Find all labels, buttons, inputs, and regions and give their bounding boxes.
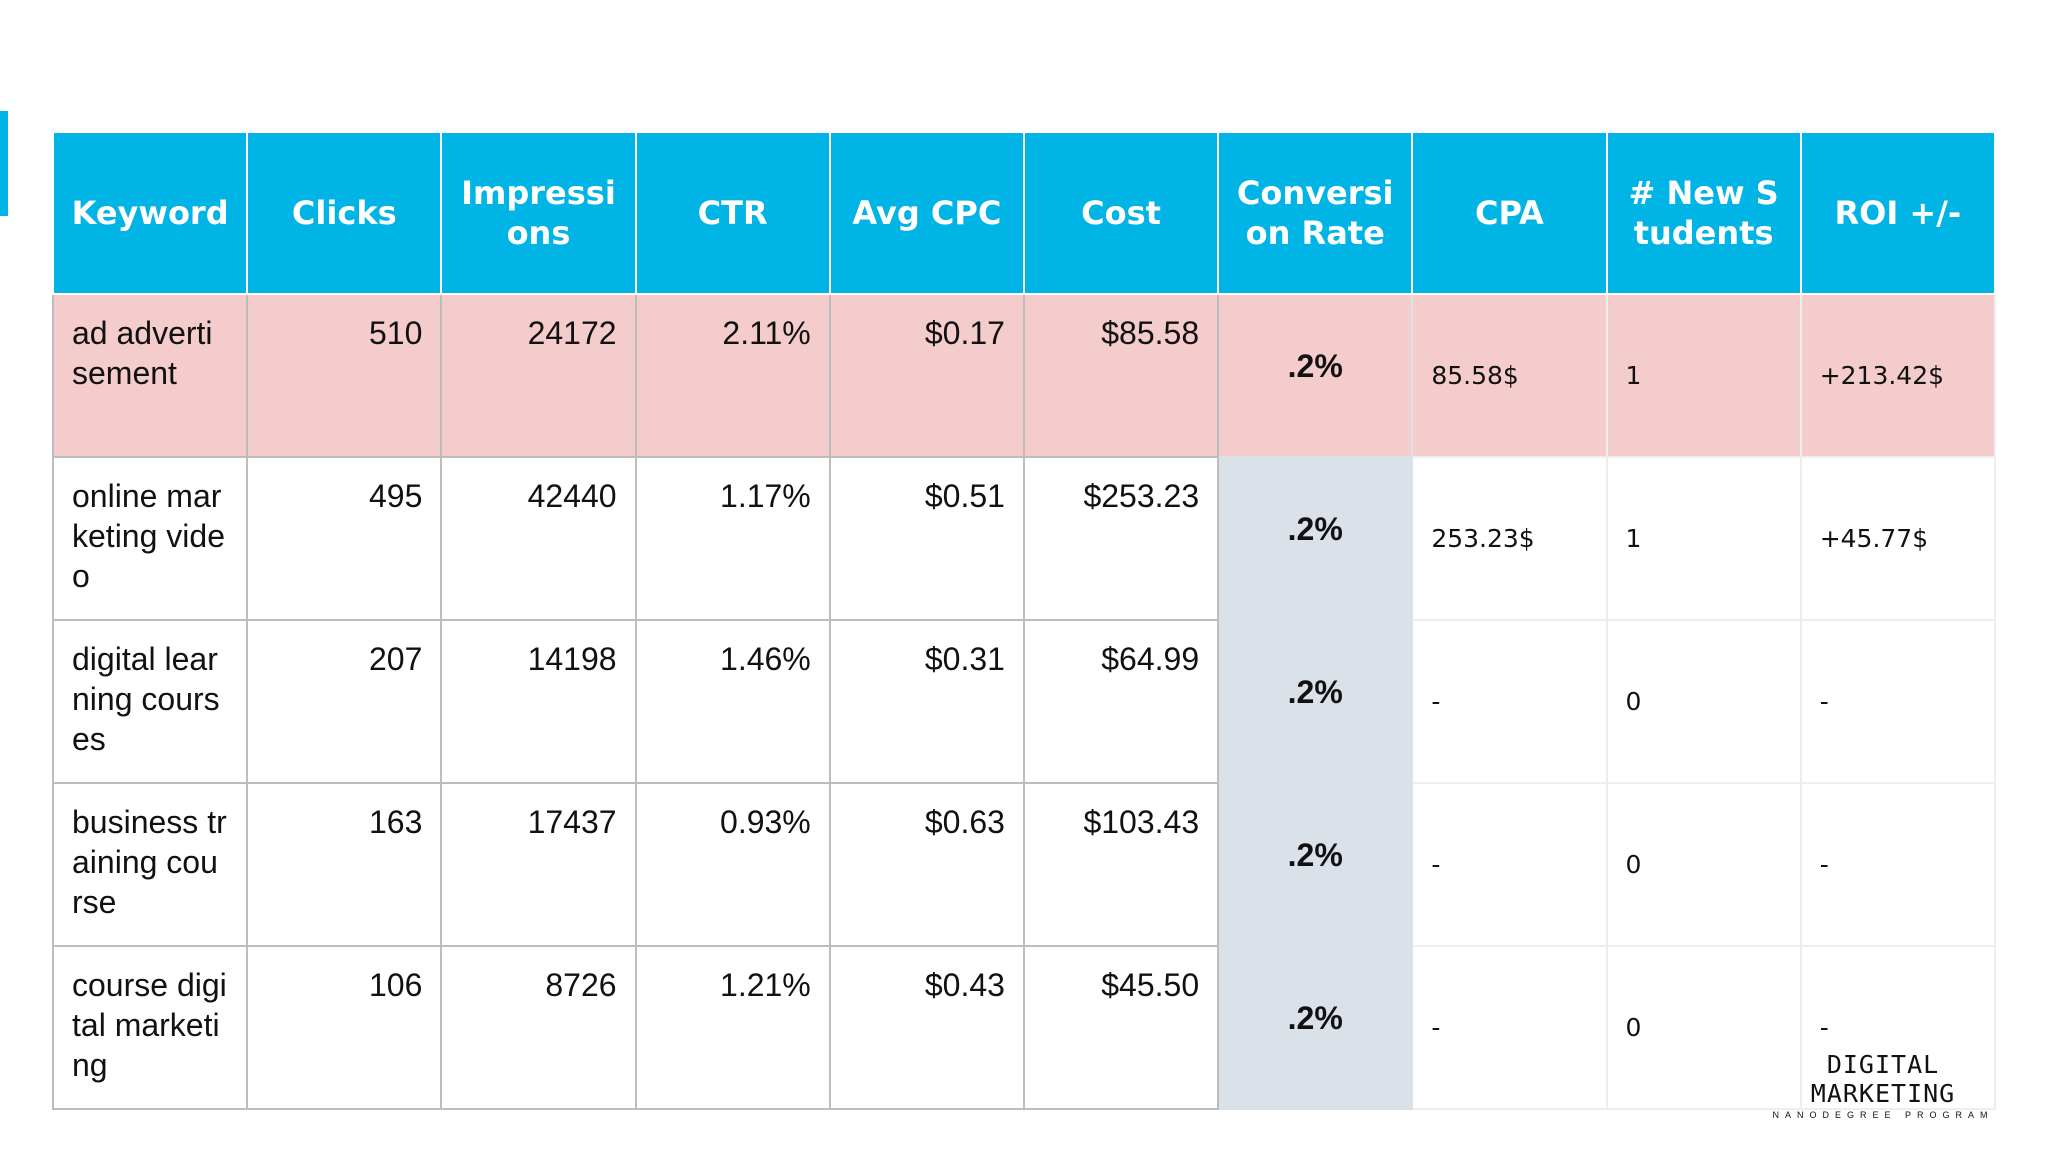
- table-cell: 0: [1605, 945, 1802, 1110]
- header-row: Keyword Clicks Impressions CTR Avg CPC Cost Co…: [51, 131, 1997, 295]
- table-cell: -: [1799, 945, 1997, 1110]
- column-header: CTR: [634, 131, 831, 295]
- keyword-table: Keyword Clicks Impressions CTR Avg CPC Cost Co…: [51, 131, 1997, 1110]
- table-row: online marketing video 495 42440 1.17% $0.51…: [51, 456, 1997, 621]
- column-header: Clicks: [246, 131, 443, 295]
- table-cell: -: [1411, 945, 1608, 1110]
- table-cell: +213.42$: [1799, 293, 1997, 458]
- table-cell: .2%: [1217, 293, 1414, 458]
- table-cell: 1: [1605, 293, 1802, 458]
- column-header: ROI +/-: [1799, 131, 1997, 295]
- table-cell: $0.63: [828, 782, 1025, 947]
- table-cell: business training course: [51, 782, 249, 947]
- table-cell: +45.77$: [1799, 456, 1997, 621]
- table-row: digital learning courses 207 14198 1.46% $0.…: [51, 619, 1997, 784]
- table-cell: $0.17: [828, 293, 1025, 458]
- table-cell: 163: [246, 782, 443, 947]
- table-cell: .2%: [1217, 456, 1414, 621]
- table-cell: 24172: [440, 293, 637, 458]
- accent-bar: [0, 111, 8, 216]
- logo-subtitle: NANODEGREE PROGRAM: [1772, 1110, 1994, 1120]
- column-header: Avg CPC: [828, 131, 1025, 295]
- table-cell: 2.11%: [634, 293, 831, 458]
- table-cell: 510: [246, 293, 443, 458]
- table-cell: 0: [1605, 619, 1802, 784]
- table-cell: 253.23$: [1411, 456, 1608, 621]
- table-cell: $85.58: [1022, 293, 1220, 458]
- table-cell: $0.43: [828, 945, 1025, 1110]
- table-cell: $64.99: [1022, 619, 1220, 784]
- table-cell: 1.17%: [634, 456, 831, 621]
- table-cell: 1.46%: [634, 619, 831, 784]
- table-cell: $0.31: [828, 619, 1025, 784]
- table-cell: 85.58$: [1411, 293, 1608, 458]
- table-row: business training course 163 17437 0.93% $0.…: [51, 782, 1997, 947]
- table-cell: .2%: [1217, 782, 1414, 947]
- table-cell: 17437: [440, 782, 637, 947]
- column-header: Impressions: [440, 131, 637, 295]
- table-cell: .2%: [1217, 945, 1414, 1110]
- table-cell: $45.50: [1022, 945, 1220, 1110]
- table-cell: -: [1411, 782, 1608, 947]
- table-cell: 106: [246, 945, 443, 1110]
- table-row: ad advertisement 510 24172 2.11% $0.17 $85.58…: [51, 293, 1997, 458]
- table-cell: course digital marketing: [51, 945, 249, 1110]
- table-cell: 42440: [440, 456, 637, 621]
- table-cell: $103.43: [1022, 782, 1220, 947]
- column-header: CPA: [1411, 131, 1608, 295]
- table-cell: 207: [246, 619, 443, 784]
- logo: DIGITAL MARKETING NANODEGREE PROGRAM: [1770, 1050, 1996, 1120]
- table-cell: ad advertisement: [51, 293, 249, 458]
- table-cell: 0.93%: [634, 782, 831, 947]
- table-cell: 495: [246, 456, 443, 621]
- table-cell: online marketing video: [51, 456, 249, 621]
- table-row: course digital marketing 106 8726 1.21% $0.4…: [51, 945, 1997, 1110]
- table-cell: digital learning courses: [51, 619, 249, 784]
- logo-title: DIGITAL MARKETING: [1810, 1050, 1956, 1108]
- table-cell: -: [1411, 619, 1608, 784]
- column-header: Keyword: [51, 131, 249, 295]
- table-cell: -: [1799, 782, 1997, 947]
- table-cell: $253.23: [1022, 456, 1220, 621]
- table-cell: 8726: [440, 945, 637, 1110]
- table-cell: 1: [1605, 456, 1802, 621]
- table-cell: $0.51: [828, 456, 1025, 621]
- table-cell: .2%: [1217, 619, 1414, 784]
- column-header: Cost: [1022, 131, 1220, 295]
- table-cell: -: [1799, 619, 1997, 784]
- column-header: # New Students: [1605, 131, 1802, 295]
- table-cell: 14198: [440, 619, 637, 784]
- table-cell: 0: [1605, 782, 1802, 947]
- table-cell: 1.21%: [634, 945, 831, 1110]
- column-header: Conversion Rate: [1217, 131, 1414, 295]
